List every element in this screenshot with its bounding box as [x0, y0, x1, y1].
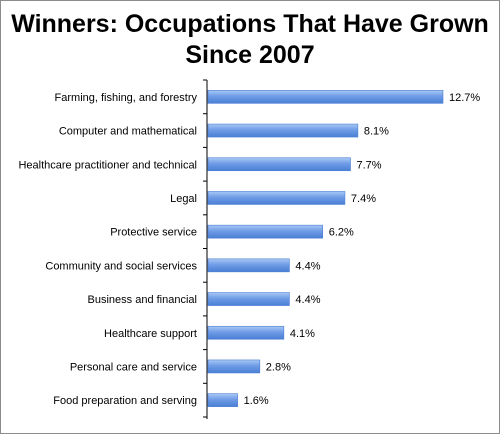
category-label: Legal	[170, 193, 197, 205]
data-label: 2.8%	[266, 361, 291, 373]
bar	[207, 292, 290, 306]
data-label: 6.2%	[329, 227, 354, 239]
category-label: Healthcare practitioner and technical	[18, 159, 197, 171]
chart-title: Winners: Occupations That Have Grown Sin…	[1, 9, 499, 71]
category-label: Business and financial	[88, 294, 197, 306]
bar	[207, 123, 359, 138]
bar	[207, 359, 261, 374]
data-label: 1.6%	[244, 395, 269, 407]
data-label: 12.7%	[449, 92, 480, 104]
data-label: 8.1%	[364, 126, 389, 138]
category-label: Personal care and service	[70, 361, 197, 373]
bar	[207, 90, 444, 104]
bar	[207, 191, 346, 205]
bar	[207, 393, 238, 407]
chart-title-line-1: Winners: Occupations That Have Grown	[11, 10, 489, 38]
bar	[207, 157, 351, 172]
data-label: 4.4%	[295, 294, 320, 306]
category-label: Protective service	[110, 227, 197, 239]
data-label: 4.4%	[295, 260, 320, 272]
bar	[207, 258, 290, 273]
category-label: Healthcare support	[104, 328, 197, 340]
category-label: Farming, fishing, and forestry	[55, 92, 198, 104]
chart-title-line-2: Since 2007	[185, 41, 315, 69]
bar	[207, 325, 285, 340]
data-label: 4.1%	[290, 328, 315, 340]
category-label: Community and social services	[45, 260, 197, 272]
data-label: 7.7%	[356, 159, 381, 171]
category-label: Food preparation and serving	[53, 395, 197, 407]
bar	[207, 224, 324, 239]
category-label: Computer and mathematical	[59, 126, 197, 138]
data-label: 7.4%	[351, 193, 376, 205]
